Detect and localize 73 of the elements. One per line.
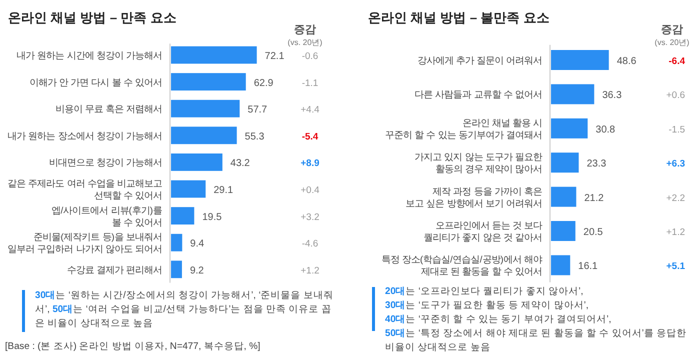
data-label: 29.1 <box>214 185 234 196</box>
data-label: 30.8 <box>596 124 616 136</box>
y-tick-label: 엡/사이트에서 리뷰(후기)를 볼 수 있어서 <box>52 205 162 228</box>
data-label: 19.5 <box>202 212 222 223</box>
y-tick-label: 내가 원하는 장소에서 청강이 가능해서 <box>8 130 162 141</box>
bar <box>171 180 206 198</box>
data-label: 9.2 <box>190 265 204 276</box>
text: (vs. 20년) <box>654 38 690 47</box>
text: -1.5 <box>668 124 685 136</box>
bar <box>171 46 257 64</box>
bar <box>171 153 222 171</box>
bar <box>171 100 240 118</box>
data-label: 23.3 <box>586 158 607 170</box>
text: 20대는 ‘오프라인보다 퀄리티가 좋지 않아서’, 30대는 ‘도구가 필요한 활동 등 제약이 많아서’, 40대는 ‘꾸준히 할 수 있는 동기 부여가 결여되어서’, 50대는 ‘특정 장소에서 해야 제대로 된 활동을 할 수 있어서’를 응답한 비율이 상대적으로 높음 <box>385 286 687 353</box>
text: 증감 <box>661 24 683 36</box>
text: -5.4 <box>302 131 319 142</box>
data-label: 55.3 <box>244 131 265 142</box>
text: +0.6 <box>666 90 685 102</box>
data-label: 48.6 <box>616 56 637 67</box>
data-label: 57.7 <box>248 104 268 116</box>
data-label: 43.2 <box>230 158 250 170</box>
text: 30대는 ‘원하는 시간/장소에서의 청강이 가능해서’, ‘준비물을 보내줘서’, 50대는 ‘여러 수업을 비교/선택 가능하다’는 점을 만족 이유로 꼽은 비율이 상대적으로 높음 <box>35 289 334 331</box>
data-label: 21.2 <box>584 192 604 204</box>
bar <box>171 207 194 225</box>
text: +8.9 <box>300 158 320 170</box>
y-tick-label: 수강료 결제가 편리해서 <box>66 264 162 275</box>
text: +0.4 <box>300 185 320 196</box>
y-tick-label: 강사에게 추가 질문이 어려워서 <box>417 56 542 66</box>
y-tick-label: 같은 주제라도 여러 수업을 비교해보고 선택할 수 있어서 <box>8 178 162 200</box>
text: -0.6 <box>302 51 318 62</box>
bar <box>171 126 237 144</box>
chart-title: 온라인 채널 방법 – 만족 요소 <box>8 10 176 25</box>
data-label: 36.3 <box>602 90 622 102</box>
text: +1.2 <box>666 227 685 238</box>
data-label: 9.4 <box>190 238 205 250</box>
y-tick-label: 비대면으로 청강이 가능해서 <box>48 158 162 168</box>
text: +6.3 <box>666 158 685 170</box>
text: [Base : (본 조사) 온라인 방법 이용자, N=477, 복수응답, %] <box>5 340 262 354</box>
bar <box>551 255 570 276</box>
data-label: 16.1 <box>578 261 598 272</box>
data-label: 62.9 <box>254 78 274 89</box>
chart-title: 온라인 채널 방법 – 불만족 요소 <box>368 10 550 25</box>
y-tick-label: 내가 원하는 시간에 청강이 가능해서 <box>16 50 162 60</box>
y-tick-label: 제작 과정 등을 가까이 혹은 보고 싶은 방향에서 보기 어려워서 <box>406 186 542 208</box>
text: (vs. 20년) <box>288 38 323 47</box>
text: +1.2 <box>300 265 320 276</box>
text: 증감 <box>294 24 316 36</box>
text: +5.1 <box>666 261 686 272</box>
data-label: 20.5 <box>583 227 604 238</box>
text: +3.2 <box>300 212 320 223</box>
y-tick-label: 가지고 있지 않는 도구가 필요한 활동의 경우 제약이 많아서 <box>414 152 542 174</box>
y-tick-label: 특정 장소(학습실/연습실/공방)에서 해야 제대로 된 활동을 할 수 있어서 <box>381 254 542 277</box>
text: -4.6 <box>302 238 318 250</box>
text: +2.2 <box>666 192 685 204</box>
y-tick-label: 준비물(제작키트 등)을 보내줘서 일부러 구입하러 나가지 않아도 되어서 <box>8 232 162 254</box>
text: +4.4 <box>300 104 320 116</box>
text: -6.4 <box>668 56 686 67</box>
bar <box>551 152 579 173</box>
bar <box>551 50 609 70</box>
y-tick-label: 비용이 무료 혹은 저렴해서 <box>55 104 162 114</box>
y-tick-label: 이해가 안 가면 다시 볼 수 있어서 <box>30 77 162 88</box>
bar <box>551 221 576 241</box>
bar <box>171 260 182 278</box>
y-tick-label: 온라인 채널 활용 시 꾸준히 할 수 있는 동기부여가 결여돼서 <box>385 118 542 140</box>
bar <box>171 234 182 252</box>
bar <box>551 84 594 104</box>
y-tick-label: 오프라인에서 듣는 것 보다 퀄리티가 좋지 않은 것 같아서 <box>424 220 542 242</box>
bar <box>551 118 588 138</box>
bar <box>171 73 246 91</box>
bar <box>551 186 576 207</box>
data-label: 72.1 <box>264 51 285 62</box>
y-tick-label: 다른 사람들과 교류할 수 없어서 <box>414 90 542 100</box>
text: -1.1 <box>302 78 318 89</box>
